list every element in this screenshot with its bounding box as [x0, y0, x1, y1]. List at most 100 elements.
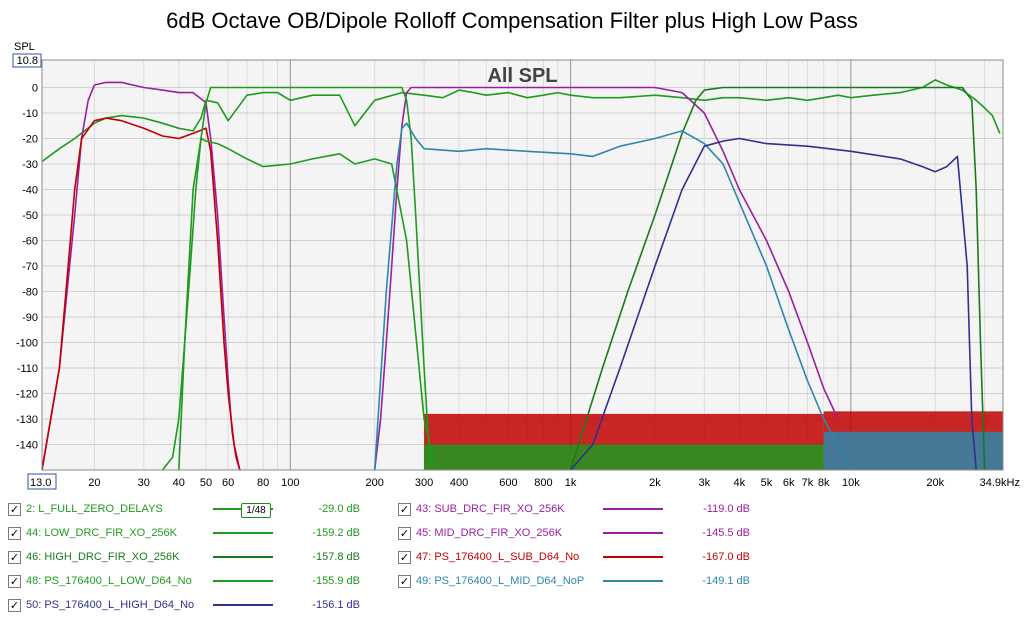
legend-label: 2: L_FULL_ZERO_DELAYS	[26, 503, 163, 515]
x-tick-label: 100	[281, 477, 299, 489]
legend-panel: ✓ 2: L_FULL_ZERO_DELAYS 1/48 -29.0 dB ✓ …	[0, 496, 1024, 619]
series-line-5[interactable]	[569, 86, 986, 471]
y-tick-label: -30	[22, 159, 38, 171]
x-tick-label: 20	[88, 477, 100, 489]
page-title: 6dB Octave OB/Dipole Rolloff Compensatio…	[166, 8, 858, 33]
legend-line-swatch	[603, 532, 663, 534]
x-min-box[interactable]	[27, 473, 57, 490]
legend-checkbox[interactable]: ✓	[8, 575, 21, 588]
spl-chart[interactable]: 10.8 0 -10 -20 -30 -40 -50 -60 -70 -80 -90 -100 -110…	[0, 0, 1024, 490]
legend-line-swatch	[213, 580, 273, 582]
legend-value: -155.9 dB	[312, 575, 360, 587]
series-line-7[interactable]	[373, 122, 852, 471]
x-tick-label: 1k	[565, 477, 577, 489]
legend-item-50[interactable]: ✓ 50: PS_176400_L_HIGH_D64_No -156.1 dB	[8, 596, 388, 614]
legend-line-swatch	[213, 532, 273, 534]
x-tick-label: 50	[200, 477, 212, 489]
y-tick-label: 10.8	[17, 55, 38, 67]
legend-checkbox[interactable]: ✓	[398, 527, 411, 540]
series-line-8[interactable]	[569, 137, 977, 471]
y-tick-label: -80	[22, 287, 38, 299]
legend-line-swatch	[213, 556, 273, 558]
legend-value: -119.0 dB	[703, 503, 750, 515]
legend-checkbox[interactable]: ✓	[398, 503, 411, 516]
legend-checkbox[interactable]: ✓	[8, 599, 21, 612]
x-tick-label: 800	[534, 477, 552, 489]
legend-checkbox[interactable]: ✓	[8, 551, 21, 564]
x-tick-label: 80	[257, 477, 269, 489]
plot-frame	[41, 59, 1004, 471]
x-tick-label: 600	[499, 477, 517, 489]
y-tick-label: -110	[17, 363, 38, 375]
x-tick-label: 34.9kHz	[980, 477, 1020, 489]
legend-item-46[interactable]: ✓ 46: HIGH_DRC_FIR_XO_256K -157.8 dB	[8, 548, 388, 566]
legend-line-swatch	[603, 556, 663, 558]
x-tick-label: 60	[222, 477, 234, 489]
legend-label: 45: MID_DRC_FIR_XO_256K	[416, 527, 563, 539]
legend-item-47[interactable]: ✓ 47: PS_176400_L_SUB_D64_No -167.0 dB	[398, 548, 778, 566]
smoothing-indicator[interactable]: 1/48	[241, 503, 271, 518]
y-tick-label: -10	[22, 108, 38, 120]
legend-label: 49: PS_176400_L_MID_D64_NoP	[416, 575, 585, 587]
legend-checkbox[interactable]: ✓	[398, 575, 411, 588]
legend-value: -157.8 dB	[312, 551, 360, 563]
legend-item-2[interactable]: ✓ 2: L_FULL_ZERO_DELAYS 1/48 -29.0 dB	[8, 500, 388, 518]
y-max-box[interactable]	[12, 53, 42, 68]
x-tick-label: 13.0	[30, 477, 51, 489]
legend-value: -156.1 dB	[312, 599, 360, 611]
legend-item-49[interactable]: ✓ 49: PS_176400_L_MID_D64_NoP -149.1 dB	[398, 572, 778, 590]
series-line-2[interactable]	[373, 86, 839, 471]
y-tick-label: -40	[22, 185, 38, 197]
y-tick-label: -20	[22, 134, 38, 146]
plot-area[interactable]	[41, 59, 1004, 471]
legend-checkbox[interactable]: ✓	[8, 503, 21, 516]
series-line-0[interactable]	[41, 79, 1001, 163]
x-tick-label: 7k	[802, 477, 814, 489]
x-tick-label: 300	[415, 477, 433, 489]
y-tick-label: -90	[22, 312, 38, 324]
x-tick-label: 400	[450, 477, 468, 489]
legend-item-45[interactable]: ✓ 45: MID_DRC_FIR_XO_256K -145.5 dB	[398, 524, 778, 542]
legend-item-48[interactable]: ✓ 48: PS_176400_L_LOW_D64_No -155.9 dB	[8, 572, 388, 590]
legend-value: -159.2 dB	[312, 527, 360, 539]
x-tick-label: 6k	[783, 477, 795, 489]
x-tick-label: 30	[138, 477, 150, 489]
legend-label: 47: PS_176400_L_SUB_D64_No	[416, 551, 580, 563]
y-tick-label: -140	[16, 440, 38, 452]
y-tick-label: -130	[16, 414, 38, 426]
y-axis-label: SPL	[14, 41, 35, 53]
chart-title: All SPL	[487, 65, 557, 87]
y-tick-label: -120	[16, 389, 38, 401]
legend-item-44[interactable]: ✓ 44: LOW_DRC_FIR_XO_256K -159.2 dB	[8, 524, 388, 542]
legend-label: 44: LOW_DRC_FIR_XO_256K	[26, 527, 178, 539]
x-tick-label: 3k	[699, 477, 711, 489]
x-tick-label: 10k	[842, 477, 860, 489]
y-tick-label: -70	[22, 261, 38, 273]
legend-value: -167.0 dB	[702, 551, 750, 563]
x-tick-label: 40	[173, 477, 185, 489]
noise-floor-low	[424, 444, 824, 470]
legend-item-43[interactable]: ✓ 43: SUB_DRC_FIR_XO_256K -119.0 dB	[398, 500, 778, 518]
legend-value: -29.0 dB	[318, 503, 360, 515]
y-tick-label: -60	[22, 236, 38, 248]
legend-label: 43: SUB_DRC_FIR_XO_256K	[416, 503, 565, 515]
legend-value: -149.1 dB	[702, 575, 750, 587]
x-tick-label: 200	[366, 477, 384, 489]
legend-checkbox[interactable]: ✓	[398, 551, 411, 564]
legend-value: -145.5 dB	[702, 527, 750, 539]
x-tick-label: 20k	[926, 477, 944, 489]
x-tick-label: 2k	[649, 477, 661, 489]
legend-line-swatch	[603, 580, 663, 582]
legend-line-swatch	[603, 508, 663, 510]
series-line-6[interactable]	[178, 137, 437, 471]
series-line-1[interactable]	[41, 81, 241, 471]
y-tick-label: -50	[22, 210, 38, 222]
x-tick-label: 5k	[761, 477, 773, 489]
legend-line-swatch	[213, 604, 273, 606]
legend-label: 50: PS_176400_L_HIGH_D64_No	[26, 599, 195, 611]
x-tick-label: 4k	[734, 477, 746, 489]
y-tick-label: 0	[32, 83, 38, 95]
legend-label: 46: HIGH_DRC_FIR_XO_256K	[26, 551, 180, 563]
legend-checkbox[interactable]: ✓	[8, 527, 21, 540]
series-line-3[interactable]	[41, 117, 241, 471]
